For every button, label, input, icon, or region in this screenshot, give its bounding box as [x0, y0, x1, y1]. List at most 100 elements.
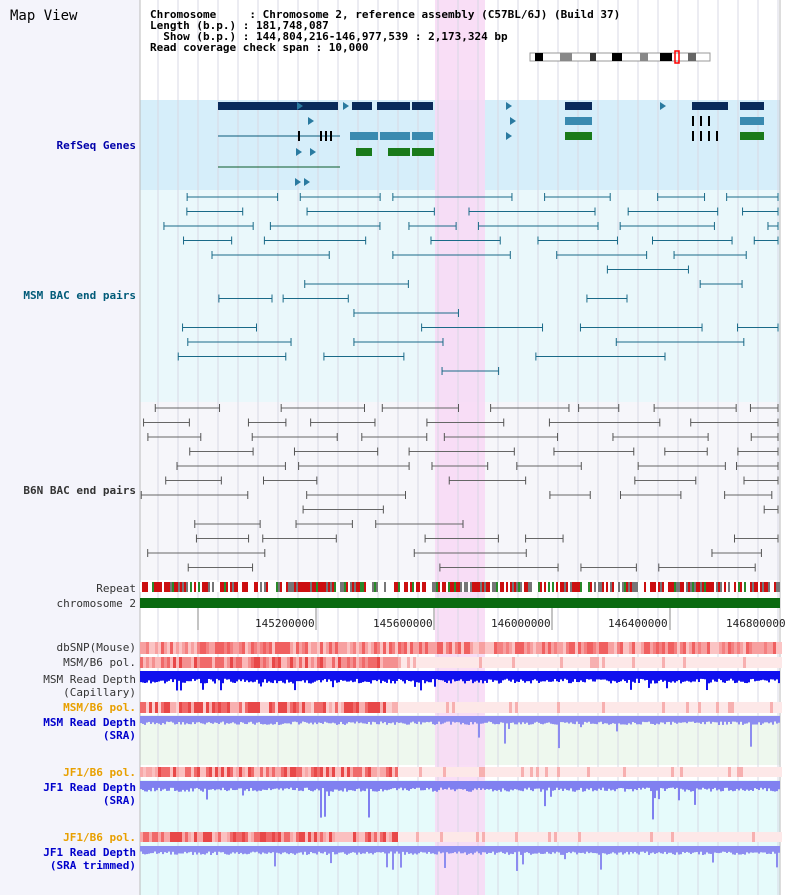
- depth-bar: [250, 781, 252, 788]
- repeat-block: [562, 582, 564, 592]
- heat-cell: [494, 642, 497, 654]
- heat-cell: [269, 767, 272, 777]
- heat-cell: [605, 642, 608, 654]
- info-chromosome: Chromosome : Chromosome 2, reference ass…: [150, 8, 621, 21]
- depth-bar: [290, 846, 292, 854]
- depth-bar: [310, 781, 312, 791]
- depth-bar: [206, 716, 208, 723]
- heat-cell: [578, 767, 581, 777]
- depth-bar: [460, 671, 462, 680]
- track-label-msm-b6-pol-2[interactable]: MSM/B6 pol.: [63, 701, 136, 714]
- depth-bar: [464, 846, 466, 853]
- heat-cell: [401, 702, 404, 713]
- track-label-msm-depth-sra[interactable]: MSM Read Depth (SRA): [0, 716, 136, 742]
- depth-bar: [384, 716, 386, 723]
- heat-cell: [470, 832, 473, 842]
- track-label-dbsnp[interactable]: dbSNP(Mouse): [56, 641, 136, 654]
- depth-bar: [380, 781, 382, 789]
- heat-cell: [746, 832, 749, 842]
- heat-cell: [461, 642, 464, 654]
- heat-cell: [554, 702, 557, 713]
- repeat-block: [746, 582, 748, 592]
- depth-bar: [704, 716, 706, 725]
- repeat-block: [282, 582, 284, 592]
- repeat-block: [548, 582, 550, 592]
- track-label-b6n-bac[interactable]: B6N BAC end pairs: [23, 484, 136, 497]
- gene-exon: [380, 132, 410, 140]
- depth-bar: [410, 671, 412, 682]
- depth-bar: [300, 671, 302, 682]
- gene-exon: [412, 148, 434, 156]
- depth-bar: [504, 846, 506, 854]
- heat-cell: [584, 642, 587, 654]
- depth-bar: [776, 671, 778, 680]
- depth-bar: [654, 846, 656, 854]
- track-label-msm-depth-capillary[interactable]: MSM Read Depth (Capillary): [0, 673, 136, 699]
- track-label-refseq[interactable]: RefSeq Genes: [56, 139, 136, 152]
- depth-bar: [156, 781, 158, 791]
- heat-cell: [428, 702, 431, 713]
- depth-bar: [580, 781, 582, 788]
- depth-bar: [596, 671, 598, 680]
- depth-bar: [710, 846, 712, 854]
- repeat-block: [352, 582, 354, 592]
- repeat-block: [478, 582, 480, 592]
- depth-bar: [426, 716, 428, 722]
- heat-cell: [752, 702, 755, 713]
- heat-cell: [671, 767, 674, 777]
- heat-cell: [464, 767, 467, 777]
- depth-bar: [176, 781, 178, 791]
- heat-cell: [218, 642, 221, 654]
- repeat-block: [408, 582, 410, 592]
- heat-cell: [596, 702, 599, 713]
- heat-cell: [752, 642, 755, 654]
- heat-cell: [350, 642, 353, 654]
- track-label-msm-b6-pol[interactable]: MSM/B6 pol.: [63, 656, 136, 669]
- gene-arrow: [510, 117, 516, 125]
- depth-bar: [742, 846, 744, 854]
- depth-bar: [670, 781, 672, 788]
- heat-cell: [152, 642, 155, 654]
- heat-cell: [308, 657, 311, 668]
- depth-bar: [554, 671, 556, 679]
- track-label-jf1-b6-pol[interactable]: JF1/B6 pol.: [63, 766, 136, 779]
- heat-cell: [623, 767, 626, 777]
- depth-bar: [164, 716, 166, 725]
- heat-cell: [233, 832, 236, 842]
- heat-cell: [773, 832, 776, 842]
- track-label-jf1-b6-pol-2[interactable]: JF1/B6 pol.: [63, 831, 136, 844]
- depth-bar: [186, 716, 188, 724]
- depth-bar: [460, 781, 462, 790]
- track-label-jf1-depth-trimmed[interactable]: JF1 Read Depth (SRA trimmed): [0, 846, 136, 872]
- track-label-repeat[interactable]: Repeat: [96, 582, 136, 595]
- depth-bar: [362, 716, 364, 724]
- heat-cell: [332, 767, 335, 777]
- depth-bar: [302, 846, 304, 855]
- depth-bar: [630, 671, 632, 690]
- depth-bar: [332, 781, 334, 792]
- depth-bar: [692, 781, 694, 792]
- heat-cell: [329, 642, 332, 654]
- heat-cell: [521, 832, 524, 842]
- heat-cell: [500, 657, 503, 668]
- heat-cell: [278, 657, 281, 668]
- heat-cell: [368, 657, 371, 668]
- depth-bar: [694, 716, 696, 723]
- heat-cell: [200, 642, 203, 654]
- repeat-block: [308, 582, 310, 592]
- depth-bar: [274, 671, 276, 681]
- depth-bar: [336, 716, 338, 725]
- heat-cell: [197, 702, 200, 713]
- track-label-msm-bac[interactable]: MSM BAC end pairs: [23, 289, 136, 302]
- depth-bar: [470, 846, 472, 854]
- heat-cell: [683, 702, 686, 713]
- heat-cell: [446, 702, 449, 713]
- depth-bar: [258, 846, 260, 854]
- depth-bar: [576, 671, 578, 683]
- track-label-jf1-depth-sra[interactable]: JF1 Read Depth (SRA): [0, 781, 136, 807]
- depth-bar: [564, 671, 566, 679]
- depth-bar: [340, 846, 342, 853]
- depth-bar: [264, 716, 266, 725]
- depth-bar: [216, 781, 218, 790]
